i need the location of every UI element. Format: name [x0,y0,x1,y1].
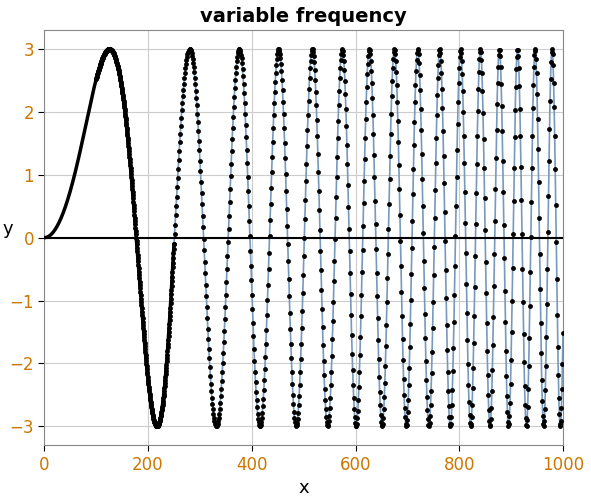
Y-axis label: y: y [3,220,14,238]
Title: variable frequency: variable frequency [200,7,407,26]
X-axis label: x: x [298,479,309,497]
